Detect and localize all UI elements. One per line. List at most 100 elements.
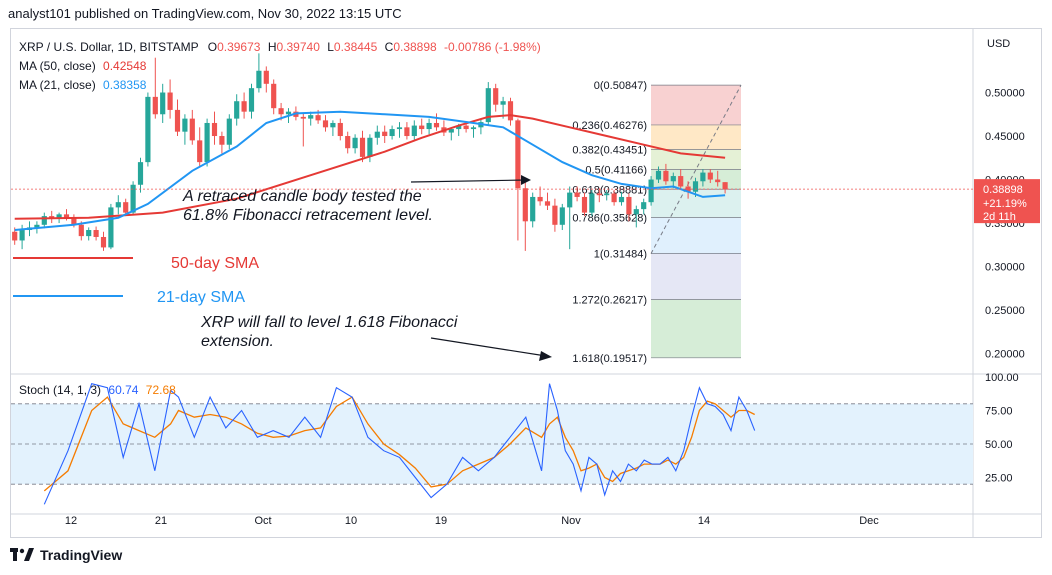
candle-body xyxy=(300,116,306,119)
ma50-line xyxy=(14,114,726,220)
annotation-fall-line2: extension. xyxy=(201,333,274,350)
ma21-legend: MA (21, close) 0.38358 xyxy=(19,78,147,92)
candle-body xyxy=(56,214,62,219)
candle-body xyxy=(559,207,565,225)
annotation-retrace-line2: 61.8% Fibonacci retracement level. xyxy=(183,207,433,224)
candle-body xyxy=(641,202,647,210)
publish-header: analyst101 published on TradingView.com,… xyxy=(8,6,402,21)
candle-body xyxy=(115,202,121,208)
candle-body xyxy=(522,188,528,222)
candle-body xyxy=(700,172,706,182)
candle-body xyxy=(500,101,506,105)
price-tag-change: +21.19% xyxy=(983,198,1027,210)
candle-body xyxy=(130,184,136,213)
candle-body xyxy=(589,193,595,213)
candle-body xyxy=(182,118,188,132)
candle-body xyxy=(241,101,247,112)
candle-body xyxy=(515,120,521,189)
price-tag-price: 0.38898 xyxy=(983,184,1023,196)
fib-zone xyxy=(651,217,741,254)
stoch-k-value: 60.74 xyxy=(108,383,139,397)
candle-body xyxy=(470,127,477,130)
candle-body xyxy=(137,162,144,185)
close-value: 0.38898 xyxy=(393,40,437,54)
candle-body xyxy=(507,101,514,121)
axes-layer: USD0.500000.450000.400000.350000.300000.… xyxy=(11,38,1040,527)
candles-layer xyxy=(12,53,728,251)
stoch-tick-label: 25.00 xyxy=(985,473,1013,485)
symbol-legend: XRP / U.S. Dollar, 1D, BITSTAMP O0.39673… xyxy=(19,40,541,54)
change-value: -0.00786 (-1.98%) xyxy=(444,40,541,54)
candle-body xyxy=(692,181,699,192)
stoch-band xyxy=(11,403,973,485)
ma21-value: 0.38358 xyxy=(103,78,147,92)
fibonacci-tool: 0(0.50847) 0.236(0.46276) 0.382(0.43451) 0.… xyxy=(572,80,742,365)
candle-body xyxy=(655,170,662,180)
candle-body xyxy=(256,70,262,89)
candle-body xyxy=(108,207,114,248)
candle-body xyxy=(345,136,351,149)
candle-body xyxy=(197,140,203,163)
annotation-sma50: 50-day SMA xyxy=(171,255,259,272)
candle-body xyxy=(211,122,218,137)
candle-body xyxy=(456,125,462,130)
candle-body xyxy=(552,205,558,225)
candle-body xyxy=(367,137,373,157)
time-tick-label: 19 xyxy=(435,515,447,527)
stochastic-pane xyxy=(11,383,973,505)
time-tick-label: Nov xyxy=(561,515,581,527)
open-value: 0.39673 xyxy=(217,40,261,54)
annotation-retrace-line1: A retraced candle body tested the xyxy=(182,188,422,205)
candle-body xyxy=(433,122,440,128)
tradingview-logo-icon xyxy=(10,548,34,561)
stoch-tick-label: 75.00 xyxy=(985,406,1013,418)
price-tag-box xyxy=(974,179,1040,224)
stoch-k-line xyxy=(43,383,756,505)
time-tick-label: Oct xyxy=(254,515,271,527)
symbol-title: XRP / U.S. Dollar, 1D, BITSTAMP xyxy=(19,40,199,54)
candle-body xyxy=(493,88,499,105)
candle-body xyxy=(618,196,625,203)
candle-body xyxy=(382,131,388,137)
candle-body xyxy=(248,88,255,112)
candle-body xyxy=(160,92,166,115)
annotation-arrowhead xyxy=(521,175,531,185)
price-axis-currency: USD xyxy=(987,38,1010,50)
fib-zone xyxy=(651,299,741,358)
fib-zone xyxy=(651,85,741,125)
price-tick-label: 0.20000 xyxy=(985,349,1025,361)
candle-body xyxy=(152,96,158,115)
fib-level-label: 0.5(0.41166) xyxy=(585,164,647,176)
candle-body xyxy=(648,179,654,203)
time-tick-label: 21 xyxy=(155,515,167,527)
low-value: 0.38445 xyxy=(333,40,378,54)
annotation-sma21: 21-day SMA xyxy=(157,289,245,306)
time-tick-label: 14 xyxy=(698,515,710,527)
fib-level-label: 0.786(0.35628) xyxy=(572,213,647,225)
candle-body xyxy=(581,196,588,213)
high-value: 0.39740 xyxy=(276,40,320,54)
stoch-tick-label: 100.00 xyxy=(985,372,1019,384)
candle-body xyxy=(322,120,329,128)
candle-body xyxy=(396,127,403,130)
fib-level-label: 0(0.50847) xyxy=(594,80,647,92)
candle-body xyxy=(145,96,151,163)
chart-canvas[interactable]: 0(0.50847) 0.236(0.46276) 0.382(0.43451) 0.… xyxy=(11,29,1041,537)
candle-body xyxy=(234,101,240,119)
fib-trend-line xyxy=(650,84,742,254)
chart-frame[interactable]: 0(0.50847) 0.236(0.46276) 0.382(0.43451) 0.… xyxy=(10,28,1042,538)
tradingview-brand: TradingView xyxy=(40,547,123,563)
candle-body xyxy=(463,125,469,130)
fib-level-label: 0.236(0.46276) xyxy=(572,120,647,132)
candle-body xyxy=(271,83,277,109)
candle-body xyxy=(715,179,721,183)
ma50-legend: MA (50, close) 0.42548 xyxy=(19,59,147,73)
candle-body xyxy=(670,176,676,182)
candle-body xyxy=(544,201,551,206)
candle-body xyxy=(604,193,610,196)
candle-body xyxy=(426,122,432,130)
candle-body xyxy=(419,125,425,130)
candle-body xyxy=(204,122,210,163)
tradingview-logo[interactable]: TradingView xyxy=(10,547,122,563)
time-tick-label: 12 xyxy=(65,515,77,527)
